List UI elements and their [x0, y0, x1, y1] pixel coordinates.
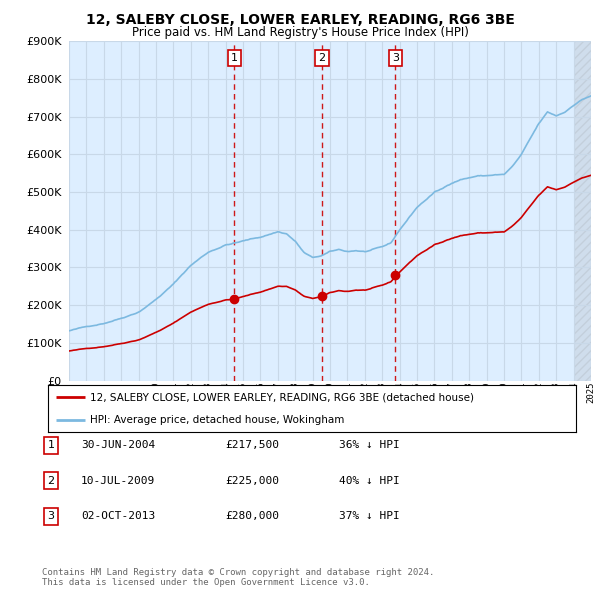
Text: £280,000: £280,000 [225, 512, 279, 521]
Text: 3: 3 [47, 512, 55, 521]
Text: 12, SALEBY CLOSE, LOWER EARLEY, READING, RG6 3BE (detached house): 12, SALEBY CLOSE, LOWER EARLEY, READING,… [90, 392, 474, 402]
Text: 02-OCT-2013: 02-OCT-2013 [81, 512, 155, 521]
Text: £217,500: £217,500 [225, 441, 279, 450]
Text: 40% ↓ HPI: 40% ↓ HPI [339, 476, 400, 486]
Text: 30-JUN-2004: 30-JUN-2004 [81, 441, 155, 450]
Text: £225,000: £225,000 [225, 476, 279, 486]
Text: Price paid vs. HM Land Registry's House Price Index (HPI): Price paid vs. HM Land Registry's House … [131, 26, 469, 39]
Text: 2: 2 [47, 476, 55, 486]
Text: 1: 1 [231, 53, 238, 63]
Text: 36% ↓ HPI: 36% ↓ HPI [339, 441, 400, 450]
Text: 3: 3 [392, 53, 399, 63]
Text: 2: 2 [319, 53, 326, 63]
Text: 10-JUL-2009: 10-JUL-2009 [81, 476, 155, 486]
Text: HPI: Average price, detached house, Wokingham: HPI: Average price, detached house, Woki… [90, 415, 344, 425]
Text: 37% ↓ HPI: 37% ↓ HPI [339, 512, 400, 521]
Text: 1: 1 [47, 441, 55, 450]
Text: Contains HM Land Registry data © Crown copyright and database right 2024.
This d: Contains HM Land Registry data © Crown c… [42, 568, 434, 587]
Text: 12, SALEBY CLOSE, LOWER EARLEY, READING, RG6 3BE: 12, SALEBY CLOSE, LOWER EARLEY, READING,… [86, 13, 514, 27]
